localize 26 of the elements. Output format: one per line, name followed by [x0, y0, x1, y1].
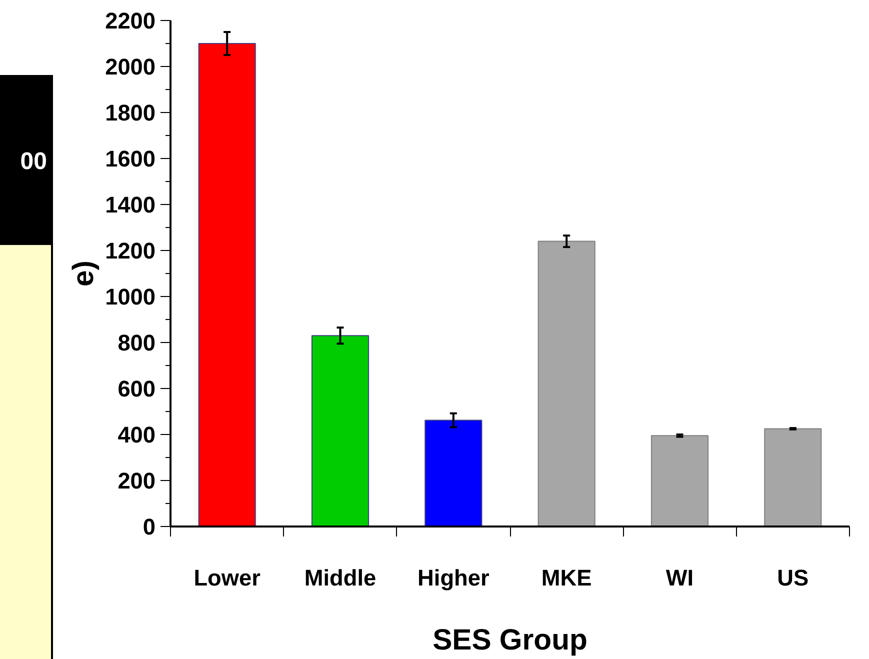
y-tick-label: 600	[118, 376, 156, 402]
bar	[424, 420, 482, 526]
x-tick-label: US	[777, 564, 809, 590]
x-axis-title: SES Group	[432, 624, 588, 656]
y-tick-label: 200	[118, 468, 156, 494]
y-tick-label: 1600	[105, 146, 156, 172]
y-tick-label: 1200	[105, 238, 156, 264]
bar	[538, 240, 596, 526]
y-tick-label: 1400	[105, 192, 156, 218]
x-tick-label: Lower	[194, 564, 261, 590]
y-tick-label: 2200	[105, 8, 156, 34]
y-tick-label: 1000	[105, 284, 156, 310]
bar	[311, 335, 370, 526]
y-tick-label: 400	[118, 422, 156, 448]
x-tick-label: WI	[666, 564, 694, 590]
bar	[764, 428, 822, 526]
x-tick-label: MKE	[541, 564, 592, 590]
y-tick-label: 0	[142, 514, 156, 540]
y-axis-title: e)	[67, 260, 100, 287]
bar	[198, 43, 256, 526]
y-tick-label: 1800	[105, 100, 156, 126]
y-tick-label: 2000	[105, 54, 156, 80]
bar	[650, 435, 709, 526]
y-tick-label: 800	[118, 330, 156, 356]
x-tick-label: Middle	[304, 564, 376, 590]
x-tick-label: Higher	[418, 564, 490, 590]
